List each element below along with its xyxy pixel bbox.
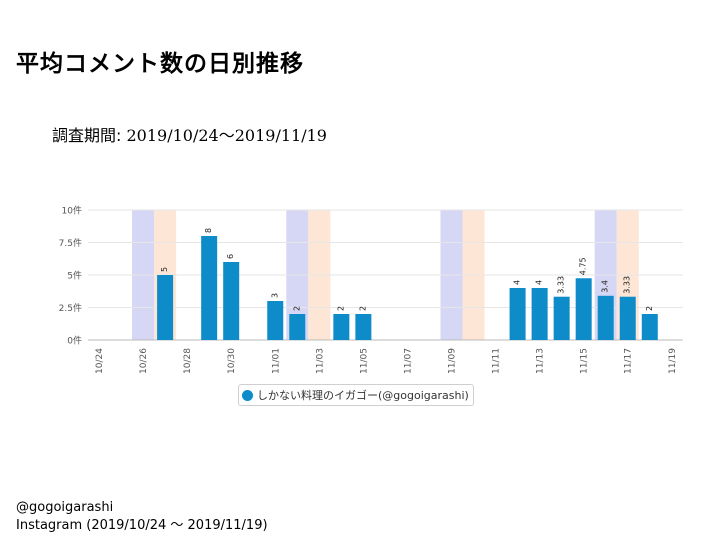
x-axis-ticks: 10/24 10/26 10/28 10/30 11/01 11/03 11/05 11/07… (95, 348, 678, 374)
x-tick-label: 10/24 (95, 348, 105, 374)
bar (531, 288, 548, 340)
bar (223, 262, 240, 340)
x-tick-label: 11/03 (315, 348, 325, 374)
bar (553, 296, 570, 340)
bar (157, 275, 174, 340)
data-label: 5 (160, 267, 169, 272)
x-tick-label: 10/26 (139, 348, 149, 374)
data-label: 3.33 (557, 276, 566, 294)
x-tick-label: 11/01 (271, 348, 281, 374)
y-tick-label: 2.5件 (59, 302, 82, 314)
legend-marker (242, 389, 253, 401)
data-label: 8 (204, 228, 213, 233)
bar (201, 236, 218, 340)
data-label: 4.75 (579, 257, 588, 275)
x-tick-label: 11/09 (447, 348, 457, 374)
data-label: 6 (226, 254, 235, 259)
y-tick-label: 7.5件 (59, 237, 82, 249)
bar (619, 296, 636, 340)
grid-lines (88, 209, 683, 341)
bar (333, 314, 350, 340)
footer-source: Instagram (2019/10/24 〜 2019/11/19) (16, 518, 268, 533)
bar (575, 278, 592, 340)
x-tick-label: 11/11 (492, 348, 502, 374)
survey-period-value: 2019/10/24〜2019/11/19 (126, 126, 327, 145)
data-labels: 5 8 6 3 2 2 2 4 4 3.33 4.75 3.4 3.33 2 (160, 228, 654, 311)
x-tick-label: 11/13 (536, 348, 546, 374)
x-tick-label: 10/28 (183, 348, 193, 374)
x-tick-label: 11/07 (403, 348, 413, 374)
bar (267, 301, 284, 340)
survey-period: 調査期間: 2019/10/24〜2019/11/19 (52, 122, 327, 146)
footer: @gogoigarashi Instagram (2019/10/24 〜 20… (16, 499, 268, 535)
bar (597, 295, 614, 340)
x-tick-label: 11/05 (359, 348, 369, 374)
bars (157, 236, 658, 340)
data-label: 2 (645, 306, 654, 311)
chart-legend[interactable]: しかない料理のイガゴー(@gogoigarashi) (238, 384, 474, 406)
data-label: 2 (358, 306, 367, 311)
footer-account: @gogoigarashi (16, 500, 114, 515)
data-label: 4 (535, 280, 544, 285)
page-title: 平均コメント数の日別推移 (16, 51, 304, 77)
x-tick-label: 10/30 (227, 348, 237, 374)
data-label: 2 (336, 306, 345, 311)
data-label: 2 (292, 306, 301, 311)
legend-label: しかない料理のイガゴー(@gogoigarashi) (257, 389, 469, 402)
y-tick-label: 0件 (67, 335, 82, 347)
data-label: 4 (513, 280, 522, 285)
y-tick-label: 5件 (67, 270, 82, 282)
x-tick-label: 11/19 (668, 348, 678, 374)
data-label: 3.33 (623, 276, 632, 294)
survey-period-label: 調査期間: (52, 126, 122, 145)
bar (641, 314, 658, 340)
y-axis-ticks: 0件 2.5件 5件 7.5件 10件 (59, 205, 82, 347)
bar (355, 314, 372, 340)
x-tick-label: 11/15 (580, 348, 590, 374)
bar (509, 288, 526, 340)
bar (289, 314, 306, 340)
x-tick-label: 11/17 (624, 348, 634, 374)
data-label: 3 (270, 293, 279, 298)
data-label: 3.4 (601, 280, 610, 293)
y-tick-label: 10件 (62, 205, 82, 217)
